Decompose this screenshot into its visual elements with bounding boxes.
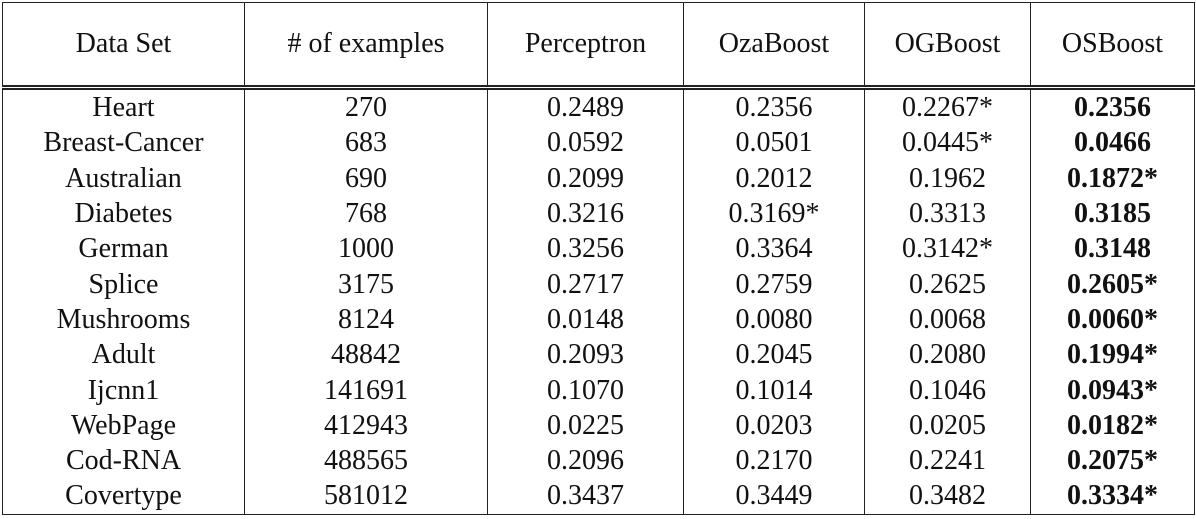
table-cell: Covertype (2, 478, 245, 515)
table-cell: 1000 (244, 231, 488, 267)
table-cell: Splice (2, 266, 245, 302)
table-cell: WebPage (2, 407, 245, 443)
table-row: German 1000 0.3256 0.3364 0.3142* 0.3148 (2, 231, 1195, 267)
table-row: Australian 690 0.2099 0.2012 0.1962 0.1872* (2, 160, 1195, 196)
table-cell: 270 (244, 87, 488, 126)
table-cell: 0.3313 (864, 195, 1031, 232)
table-cell: 768 (244, 195, 488, 232)
table-cell: 0.0943* (1030, 372, 1195, 408)
table-cell: 683 (244, 125, 488, 161)
table-cell: Breast-Cancer (2, 125, 245, 161)
table-cell: 0.3449 (683, 478, 865, 515)
table-row: Cod-RNA 488565 0.2096 0.2170 0.2241 0.2075* (2, 442, 1195, 479)
table-cell: 0.2356 (1030, 87, 1195, 126)
table-row: Covertype 581012 0.3437 0.3449 0.3482 0.3334* (2, 478, 1195, 515)
header-cell: OGBoost (864, 2, 1031, 90)
table-cell: 3175 (244, 266, 488, 302)
header-cell: OSBoost (1030, 2, 1195, 90)
table-cell: 581012 (244, 478, 488, 515)
table-cell: 0.3169* (683, 195, 865, 232)
table-cell: 141691 (244, 372, 488, 408)
table-cell: 0.2356 (683, 87, 865, 126)
table-row: Breast-Cancer 683 0.0592 0.0501 0.0445* 0.046… (2, 125, 1195, 161)
table-cell: 0.3364 (683, 231, 865, 267)
table-row: Diabetes 768 0.3216 0.3169* 0.3313 0.3185 (2, 195, 1195, 232)
table-cell: Cod-RNA (2, 442, 245, 479)
table-cell: 8124 (244, 301, 488, 338)
table-cell: 0.2717 (487, 266, 684, 302)
table-cell: 0.2605* (1030, 266, 1195, 302)
table-cell: 0.3142* (864, 231, 1031, 267)
table-cell: 0.0203 (683, 407, 865, 443)
table-cell: 690 (244, 160, 488, 196)
table-cell: 488565 (244, 442, 488, 479)
table-cell: Diabetes (2, 195, 245, 232)
table-row: Heart 270 0.2489 0.2356 0.2267* 0.2356 (2, 87, 1195, 126)
table-row: Mushrooms 8124 0.0148 0.0080 0.0068 0.0060* (2, 301, 1195, 338)
table-cell: 0.2075* (1030, 442, 1195, 479)
table-cell: 0.0068 (864, 301, 1031, 338)
header-cell: OzaBoost (683, 2, 865, 90)
table-cell: 0.2489 (487, 87, 684, 126)
table-cell: 0.1070 (487, 372, 684, 408)
table-cell: 0.1872* (1030, 160, 1195, 196)
table-cell: 412943 (244, 407, 488, 443)
table-cell: 0.0592 (487, 125, 684, 161)
table-cell: 0.2625 (864, 266, 1031, 302)
table-cell: 0.1994* (1030, 337, 1195, 373)
table-cell: 0.1046 (864, 372, 1031, 408)
header-cell: Perceptron (487, 2, 684, 90)
table-cell: 0.2099 (487, 160, 684, 196)
table-cell: German (2, 231, 245, 267)
table-cell: 0.3148 (1030, 231, 1195, 267)
table-row: WebPage 412943 0.0225 0.0203 0.0205 0.0182* (2, 407, 1195, 443)
table-cell: 0.1962 (864, 160, 1031, 196)
table-cell: 0.3437 (487, 478, 684, 515)
table-cell: 0.0225 (487, 407, 684, 443)
table-cell: 0.1014 (683, 372, 865, 408)
table-cell: Ijcnn1 (2, 372, 245, 408)
table-cell: 48842 (244, 337, 488, 373)
table-cell: 0.2096 (487, 442, 684, 479)
table-cell: Heart (2, 87, 245, 126)
table-cell: Australian (2, 160, 245, 196)
table-cell: 0.0148 (487, 301, 684, 338)
table-row: Adult 48842 0.2093 0.2045 0.2080 0.1994* (2, 337, 1195, 373)
table-cell: 0.3256 (487, 231, 684, 267)
table-cell: Adult (2, 337, 245, 373)
table-row: Ijcnn1 141691 0.1070 0.1014 0.1046 0.0943* (2, 372, 1195, 408)
table-cell: 0.0466 (1030, 125, 1195, 161)
header-cell: Data Set (2, 2, 245, 90)
table-cell: 0.2241 (864, 442, 1031, 479)
table-cell: 0.3482 (864, 478, 1031, 515)
table-cell: 0.2045 (683, 337, 865, 373)
table-cell: Mushrooms (2, 301, 245, 338)
table-body: Heart 270 0.2489 0.2356 0.2267* 0.2356 Breast-… (2, 87, 1195, 515)
table-cell: 0.3334* (1030, 478, 1195, 515)
table-cell: 0.0205 (864, 407, 1031, 443)
header-row: Data Set # of examples Perceptron OzaBoost O… (2, 2, 1195, 90)
table-cell: 0.2759 (683, 266, 865, 302)
table-cell: 0.3216 (487, 195, 684, 232)
table-cell: 0.0501 (683, 125, 865, 161)
table-cell: 0.2267* (864, 87, 1031, 126)
table-cell: 0.3185 (1030, 195, 1195, 232)
table-cell: 0.2170 (683, 442, 865, 479)
table-cell: 0.2080 (864, 337, 1031, 373)
table-cell: 0.2012 (683, 160, 865, 196)
table-row: Splice 3175 0.2717 0.2759 0.2625 0.2605* (2, 266, 1195, 302)
table-cell: 0.2093 (487, 337, 684, 373)
header-cell: # of examples (244, 2, 488, 90)
table-cell: 0.0182* (1030, 407, 1195, 443)
table-header: Data Set # of examples Perceptron OzaBoost O… (2, 2, 1195, 90)
table-cell: 0.0060* (1030, 301, 1195, 338)
table-cell: 0.0445* (864, 125, 1031, 161)
table-cell: 0.0080 (683, 301, 865, 338)
